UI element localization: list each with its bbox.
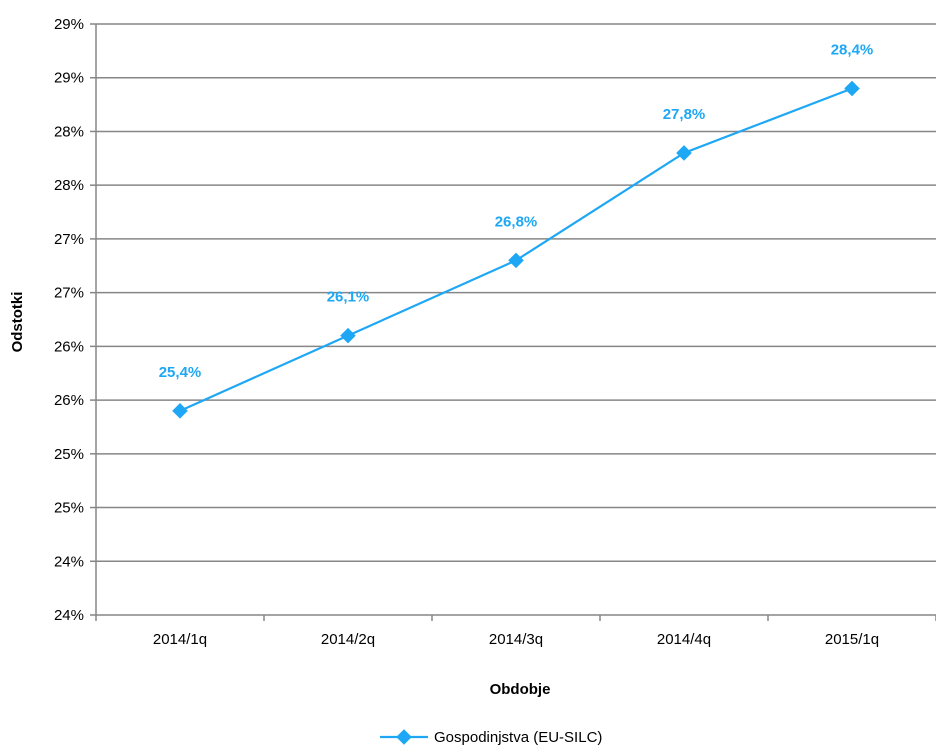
y-tick-label: 29%	[54, 70, 84, 87]
legend: Gospodinjstva (EU-SILC)	[380, 729, 602, 746]
data-label: 27,8%	[663, 106, 706, 123]
data-point-marker	[340, 327, 356, 344]
axes	[95, 24, 936, 616]
legend-diamond-marker	[396, 729, 412, 745]
x-tick-label: 2014/4q	[657, 631, 711, 648]
data-point-marker	[172, 403, 188, 419]
data-point-marker	[508, 252, 524, 269]
y-tick-label: 24%	[54, 607, 84, 624]
x-tick-label: 2014/1q	[153, 631, 207, 648]
y-tick-label: 24%	[54, 553, 84, 570]
y-tick-label: 28%	[54, 177, 84, 194]
data-label: 28,4%	[831, 41, 874, 58]
legend-label: Gospodinjstva (EU-SILC)	[434, 729, 602, 745]
x-tick-labels: 2014/1q 2014/2q 2014/3q 2014/4q 2015/1q	[95, 615, 936, 648]
data-label: 26,8%	[495, 213, 538, 230]
y-tick-labels: 24% 24% 25% 25% 26% 26% 27% 27% 28% 28% 29% 29%	[54, 16, 84, 624]
y-tick-label: 27%	[54, 231, 84, 248]
x-axis-title: Obdobje	[490, 681, 551, 698]
data-labels: 25,4% 26,1% 26,8% 27,8% 28,4%	[159, 41, 874, 380]
y-tick-label: 25%	[54, 446, 84, 463]
data-label: 25,4%	[159, 364, 202, 381]
series-line	[179, 87, 853, 412]
data-point-marker	[676, 145, 692, 161]
x-tick-label: 2014/2q	[321, 631, 375, 648]
y-tick-label: 29%	[54, 16, 84, 33]
y-tick-label: 28%	[54, 123, 84, 140]
gridlines	[90, 23, 936, 616]
y-tick-label: 25%	[54, 500, 84, 517]
x-tick-label: 2014/3q	[489, 631, 543, 648]
y-axis-title: Odstotki	[9, 292, 26, 353]
data-label: 26,1%	[327, 289, 370, 306]
y-tick-label: 27%	[54, 285, 84, 302]
y-tick-label: 26%	[54, 338, 84, 355]
y-tick-label: 26%	[54, 392, 84, 409]
x-tick-label: 2015/1q	[825, 631, 879, 648]
data-point-marker	[844, 80, 860, 97]
